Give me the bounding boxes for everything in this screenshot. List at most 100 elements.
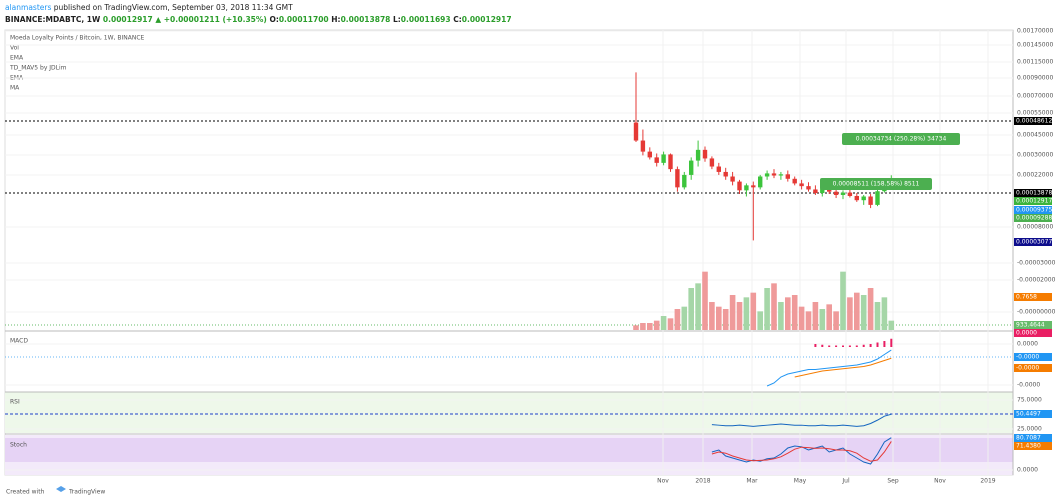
volume-bar	[729, 295, 736, 330]
time-label: Nov	[934, 478, 946, 485]
badge-label: 0.00012917	[1016, 198, 1052, 205]
candle-body	[847, 192, 853, 196]
price-badge	[1014, 189, 1052, 197]
axis-label: 0.00008000	[1017, 224, 1053, 231]
axis-label: 0.00030000	[1017, 152, 1053, 159]
badge-label: -0.0000	[1016, 365, 1039, 372]
axis-label: 0.00145000	[1017, 42, 1053, 49]
ohlc-value: 0.00012917	[462, 15, 512, 24]
badge-label: 0.00009375	[1016, 207, 1052, 214]
volume-bar	[778, 302, 784, 330]
volume-bar	[702, 271, 708, 330]
candle-body	[820, 188, 825, 194]
candle-body	[792, 178, 797, 184]
pane-name: Stoch	[10, 442, 27, 449]
signal-line	[794, 357, 892, 378]
volume-bar	[743, 297, 750, 330]
axis-label: 0.00045000	[1017, 132, 1053, 139]
publisher[interactable]: alanmasters	[5, 3, 51, 12]
axis-label: 0.00170000	[1017, 28, 1053, 35]
volume-bar	[736, 302, 743, 330]
candle-body	[647, 151, 652, 158]
macd-histogram	[890, 338, 893, 347]
volume-bar	[860, 295, 867, 330]
badge-label: 0.7658	[1016, 294, 1037, 301]
axis-label: 25.0000	[1017, 426, 1042, 433]
volume-bar	[640, 323, 646, 330]
time-label: 2018	[695, 478, 710, 485]
candle-body	[661, 154, 666, 163]
badge-label: 0.00048612	[1016, 118, 1052, 125]
price-badge	[1014, 353, 1052, 361]
badge-label: 0.00003077	[1016, 239, 1052, 246]
candle-body	[861, 196, 866, 201]
axis-label: 0.00090000	[1017, 75, 1053, 82]
volume-bar	[874, 302, 881, 330]
candle-body	[702, 149, 708, 159]
volume-bar	[764, 288, 770, 330]
badge-label: 71.4380	[1016, 443, 1041, 450]
pane-name: RSI	[10, 399, 20, 406]
time-label: Jul	[841, 478, 850, 485]
volume-bar	[653, 320, 660, 330]
legend-item: MA	[10, 85, 20, 92]
candle-body	[654, 157, 659, 163]
volume-bar	[798, 306, 805, 330]
volume-bar	[819, 309, 826, 330]
macd-histogram	[842, 345, 844, 347]
ohlc-value: 0.00013878	[341, 15, 391, 24]
macd-line	[766, 349, 892, 387]
candle-body	[868, 196, 873, 205]
candle-body	[785, 174, 790, 179]
legend-item: EMA	[10, 55, 24, 62]
axis-label: 0.00070000	[1017, 93, 1053, 100]
candle-body	[682, 174, 687, 188]
axis-label: -0.00002000	[1017, 277, 1056, 284]
footer-created: Created with	[6, 489, 45, 496]
change: ▲ +0.00001211 (+10.35%)	[155, 15, 266, 24]
price-badge	[1014, 117, 1052, 125]
candle-body	[806, 186, 811, 190]
price-badge	[1014, 293, 1052, 301]
macd-histogram	[855, 345, 858, 347]
stoch-d	[711, 441, 892, 462]
candle-body	[771, 173, 777, 176]
legend-item: TD_MAV5 by JDLim	[9, 65, 67, 72]
axis-label: -0.00000000	[1017, 309, 1056, 316]
candle-body	[675, 169, 680, 188]
volume-bar	[688, 288, 694, 330]
candle-body	[875, 191, 880, 205]
symbol-line: BINANCE:MDABTC, 1W 0.00012917 ▲ +0.00001…	[5, 15, 512, 24]
macd-histogram	[814, 344, 817, 347]
macd-histogram	[876, 342, 879, 347]
volume-bar	[667, 318, 674, 330]
time-label: Sep	[887, 478, 899, 485]
footer-brand[interactable]: TradingView	[68, 489, 105, 496]
macd-histogram	[862, 344, 865, 347]
volume-bar	[805, 311, 812, 330]
macd-histogram	[883, 341, 886, 347]
price-badge	[1014, 442, 1052, 450]
stoch-band	[5, 438, 1013, 462]
volume-bar	[888, 320, 895, 330]
volume-bar	[833, 311, 839, 330]
candle-body	[716, 166, 721, 172]
volume-bar	[826, 304, 832, 330]
price-badge	[1014, 214, 1052, 222]
ohlc-value: 0.00011700	[279, 15, 329, 24]
macd-histogram	[828, 345, 831, 347]
axis-label: 0.00055000	[1017, 110, 1053, 117]
volume-bar	[791, 295, 798, 330]
badge-label: 933.4644	[1016, 322, 1045, 329]
price-badge	[1014, 434, 1052, 442]
candle-body	[840, 192, 846, 195]
last-price: 0.00012917	[103, 15, 153, 24]
price-badge	[1014, 321, 1052, 329]
volume-bar	[750, 292, 757, 330]
macd-histogram	[869, 344, 872, 347]
volume-bar	[709, 302, 715, 330]
volume-bar	[840, 271, 846, 330]
volume-bar	[812, 302, 819, 330]
volume-bar	[881, 297, 888, 330]
ohlc-label: L:	[393, 15, 401, 24]
